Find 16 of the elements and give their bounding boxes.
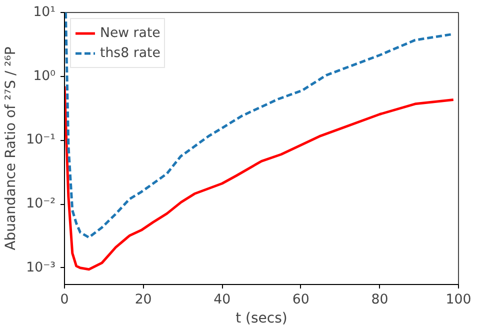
x-tick-label: 0 (60, 292, 69, 308)
line-series (64, 84, 455, 271)
y-axis-title: Abuandance Ratio of ²⁷S / ²⁶P (3, 46, 20, 250)
y-tick-label: 10⁻³ (26, 260, 56, 276)
x-tick-label: 80 (371, 292, 388, 308)
x-tick-label: 60 (292, 292, 310, 308)
x-axis-title: t (secs) (236, 310, 288, 326)
x-tick-label: 40 (214, 292, 231, 308)
y-tick-label: 10⁻² (26, 196, 56, 212)
y-tick-label: 10⁰ (33, 68, 56, 84)
legend-label: ths8 rate (100, 46, 160, 60)
y-tick-label: 10¹ (33, 5, 56, 20)
y-tick-label: 10⁻¹ (26, 132, 56, 148)
x-tick-label: 20 (134, 292, 152, 308)
x-tick-label: 100 (446, 292, 472, 308)
legend-label: New rate (100, 26, 160, 40)
